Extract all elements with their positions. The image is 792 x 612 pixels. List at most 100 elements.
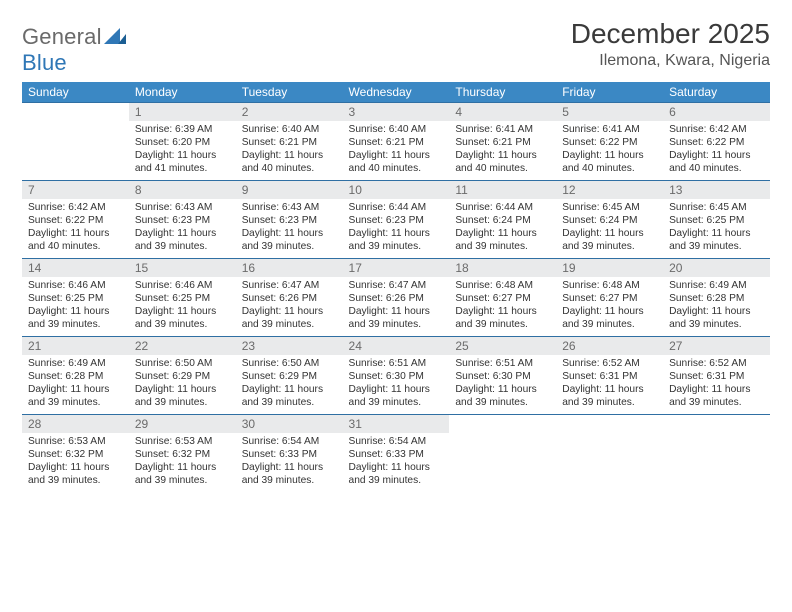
- sunset-text: Sunset: 6:28 PM: [28, 370, 123, 383]
- cell-body: Sunrise: 6:47 AMSunset: 6:26 PMDaylight:…: [343, 277, 450, 335]
- sunrise-text: Sunrise: 6:52 AM: [669, 357, 764, 370]
- day-number: 19: [556, 259, 663, 277]
- calendar-cell: 5Sunrise: 6:41 AMSunset: 6:22 PMDaylight…: [556, 103, 663, 181]
- sunset-text: Sunset: 6:26 PM: [349, 292, 444, 305]
- day-number: 17: [343, 259, 450, 277]
- daylight-text: Daylight: 11 hours and 39 minutes.: [242, 305, 337, 331]
- day-number: 25: [449, 337, 556, 355]
- sunset-text: Sunset: 6:24 PM: [562, 214, 657, 227]
- cell-body: Sunrise: 6:40 AMSunset: 6:21 PMDaylight:…: [343, 121, 450, 179]
- sunrise-text: Sunrise: 6:41 AM: [562, 123, 657, 136]
- calendar-cell: [663, 415, 770, 493]
- calendar-cell: 13Sunrise: 6:45 AMSunset: 6:25 PMDayligh…: [663, 181, 770, 259]
- sunrise-text: Sunrise: 6:47 AM: [349, 279, 444, 292]
- sunrise-text: Sunrise: 6:40 AM: [242, 123, 337, 136]
- calendar-week: 21Sunrise: 6:49 AMSunset: 6:28 PMDayligh…: [22, 337, 770, 415]
- calendar-cell: 9Sunrise: 6:43 AMSunset: 6:23 PMDaylight…: [236, 181, 343, 259]
- sunset-text: Sunset: 6:28 PM: [669, 292, 764, 305]
- sunset-text: Sunset: 6:33 PM: [242, 448, 337, 461]
- calendar-cell: 29Sunrise: 6:53 AMSunset: 6:32 PMDayligh…: [129, 415, 236, 493]
- sunrise-text: Sunrise: 6:49 AM: [28, 357, 123, 370]
- sunrise-text: Sunrise: 6:48 AM: [562, 279, 657, 292]
- sunrise-text: Sunrise: 6:51 AM: [455, 357, 550, 370]
- sunrise-text: Sunrise: 6:45 AM: [562, 201, 657, 214]
- sunset-text: Sunset: 6:30 PM: [349, 370, 444, 383]
- calendar-cell: 22Sunrise: 6:50 AMSunset: 6:29 PMDayligh…: [129, 337, 236, 415]
- sunset-text: Sunset: 6:24 PM: [455, 214, 550, 227]
- cell-body: Sunrise: 6:50 AMSunset: 6:29 PMDaylight:…: [236, 355, 343, 413]
- title-block: December 2025 Ilemona, Kwara, Nigeria: [571, 18, 770, 70]
- day-number: 30: [236, 415, 343, 433]
- logo-word2: Blue: [22, 50, 67, 75]
- calendar-table: Sunday Monday Tuesday Wednesday Thursday…: [22, 82, 770, 493]
- sunset-text: Sunset: 6:25 PM: [669, 214, 764, 227]
- day-number: 22: [129, 337, 236, 355]
- sunrise-text: Sunrise: 6:40 AM: [349, 123, 444, 136]
- day-number: [449, 415, 556, 419]
- calendar-week: 14Sunrise: 6:46 AMSunset: 6:25 PMDayligh…: [22, 259, 770, 337]
- daylight-text: Daylight: 11 hours and 39 minutes.: [28, 305, 123, 331]
- sunrise-text: Sunrise: 6:50 AM: [242, 357, 337, 370]
- sunrise-text: Sunrise: 6:46 AM: [135, 279, 230, 292]
- cell-body: Sunrise: 6:44 AMSunset: 6:23 PMDaylight:…: [343, 199, 450, 257]
- daylight-text: Daylight: 11 hours and 40 minutes.: [242, 149, 337, 175]
- calendar-cell: 23Sunrise: 6:50 AMSunset: 6:29 PMDayligh…: [236, 337, 343, 415]
- calendar-cell: [556, 415, 663, 493]
- calendar-cell: 25Sunrise: 6:51 AMSunset: 6:30 PMDayligh…: [449, 337, 556, 415]
- calendar-cell: 4Sunrise: 6:41 AMSunset: 6:21 PMDaylight…: [449, 103, 556, 181]
- sunset-text: Sunset: 6:21 PM: [349, 136, 444, 149]
- daylight-text: Daylight: 11 hours and 40 minutes.: [562, 149, 657, 175]
- cell-body: Sunrise: 6:49 AMSunset: 6:28 PMDaylight:…: [663, 277, 770, 335]
- day-number: [663, 415, 770, 419]
- daylight-text: Daylight: 11 hours and 40 minutes.: [349, 149, 444, 175]
- calendar-week: 28Sunrise: 6:53 AMSunset: 6:32 PMDayligh…: [22, 415, 770, 493]
- day-number: 2: [236, 103, 343, 121]
- calendar-cell: [22, 103, 129, 181]
- calendar-cell: 2Sunrise: 6:40 AMSunset: 6:21 PMDaylight…: [236, 103, 343, 181]
- daylight-text: Daylight: 11 hours and 40 minutes.: [28, 227, 123, 253]
- daylight-text: Daylight: 11 hours and 39 minutes.: [135, 461, 230, 487]
- calendar-cell: 26Sunrise: 6:52 AMSunset: 6:31 PMDayligh…: [556, 337, 663, 415]
- calendar-cell: 14Sunrise: 6:46 AMSunset: 6:25 PMDayligh…: [22, 259, 129, 337]
- sunrise-text: Sunrise: 6:54 AM: [349, 435, 444, 448]
- daylight-text: Daylight: 11 hours and 40 minutes.: [669, 149, 764, 175]
- sunset-text: Sunset: 6:31 PM: [669, 370, 764, 383]
- day-header-row: Sunday Monday Tuesday Wednesday Thursday…: [22, 82, 770, 103]
- day-number: 13: [663, 181, 770, 199]
- sunrise-text: Sunrise: 6:53 AM: [135, 435, 230, 448]
- sunset-text: Sunset: 6:32 PM: [135, 448, 230, 461]
- daylight-text: Daylight: 11 hours and 39 minutes.: [455, 383, 550, 409]
- day-number: [556, 415, 663, 419]
- cell-body: Sunrise: 6:53 AMSunset: 6:32 PMDaylight:…: [22, 433, 129, 491]
- day-number: [22, 103, 129, 107]
- cell-body: Sunrise: 6:51 AMSunset: 6:30 PMDaylight:…: [449, 355, 556, 413]
- sunrise-text: Sunrise: 6:44 AM: [455, 201, 550, 214]
- calendar-cell: 17Sunrise: 6:47 AMSunset: 6:26 PMDayligh…: [343, 259, 450, 337]
- daylight-text: Daylight: 11 hours and 39 minutes.: [349, 461, 444, 487]
- calendar-cell: 20Sunrise: 6:49 AMSunset: 6:28 PMDayligh…: [663, 259, 770, 337]
- calendar-cell: 31Sunrise: 6:54 AMSunset: 6:33 PMDayligh…: [343, 415, 450, 493]
- sunrise-text: Sunrise: 6:44 AM: [349, 201, 444, 214]
- calendar-cell: 28Sunrise: 6:53 AMSunset: 6:32 PMDayligh…: [22, 415, 129, 493]
- day-number: 3: [343, 103, 450, 121]
- sunrise-text: Sunrise: 6:42 AM: [28, 201, 123, 214]
- daylight-text: Daylight: 11 hours and 41 minutes.: [135, 149, 230, 175]
- daylight-text: Daylight: 11 hours and 39 minutes.: [669, 383, 764, 409]
- cell-body: Sunrise: 6:48 AMSunset: 6:27 PMDaylight:…: [556, 277, 663, 335]
- sunrise-text: Sunrise: 6:42 AM: [669, 123, 764, 136]
- calendar-week: 7Sunrise: 6:42 AMSunset: 6:22 PMDaylight…: [22, 181, 770, 259]
- daylight-text: Daylight: 11 hours and 39 minutes.: [349, 383, 444, 409]
- sunset-text: Sunset: 6:32 PM: [28, 448, 123, 461]
- sunrise-text: Sunrise: 6:43 AM: [242, 201, 337, 214]
- day-number: 28: [22, 415, 129, 433]
- sunset-text: Sunset: 6:31 PM: [562, 370, 657, 383]
- cell-body: Sunrise: 6:47 AMSunset: 6:26 PMDaylight:…: [236, 277, 343, 335]
- day-number: 10: [343, 181, 450, 199]
- daylight-text: Daylight: 11 hours and 39 minutes.: [242, 383, 337, 409]
- daylight-text: Daylight: 11 hours and 39 minutes.: [242, 227, 337, 253]
- sunset-text: Sunset: 6:27 PM: [455, 292, 550, 305]
- logo-word1: General: [22, 24, 102, 49]
- calendar-cell: [449, 415, 556, 493]
- cell-body: Sunrise: 6:40 AMSunset: 6:21 PMDaylight:…: [236, 121, 343, 179]
- dayhdr-thu: Thursday: [449, 82, 556, 103]
